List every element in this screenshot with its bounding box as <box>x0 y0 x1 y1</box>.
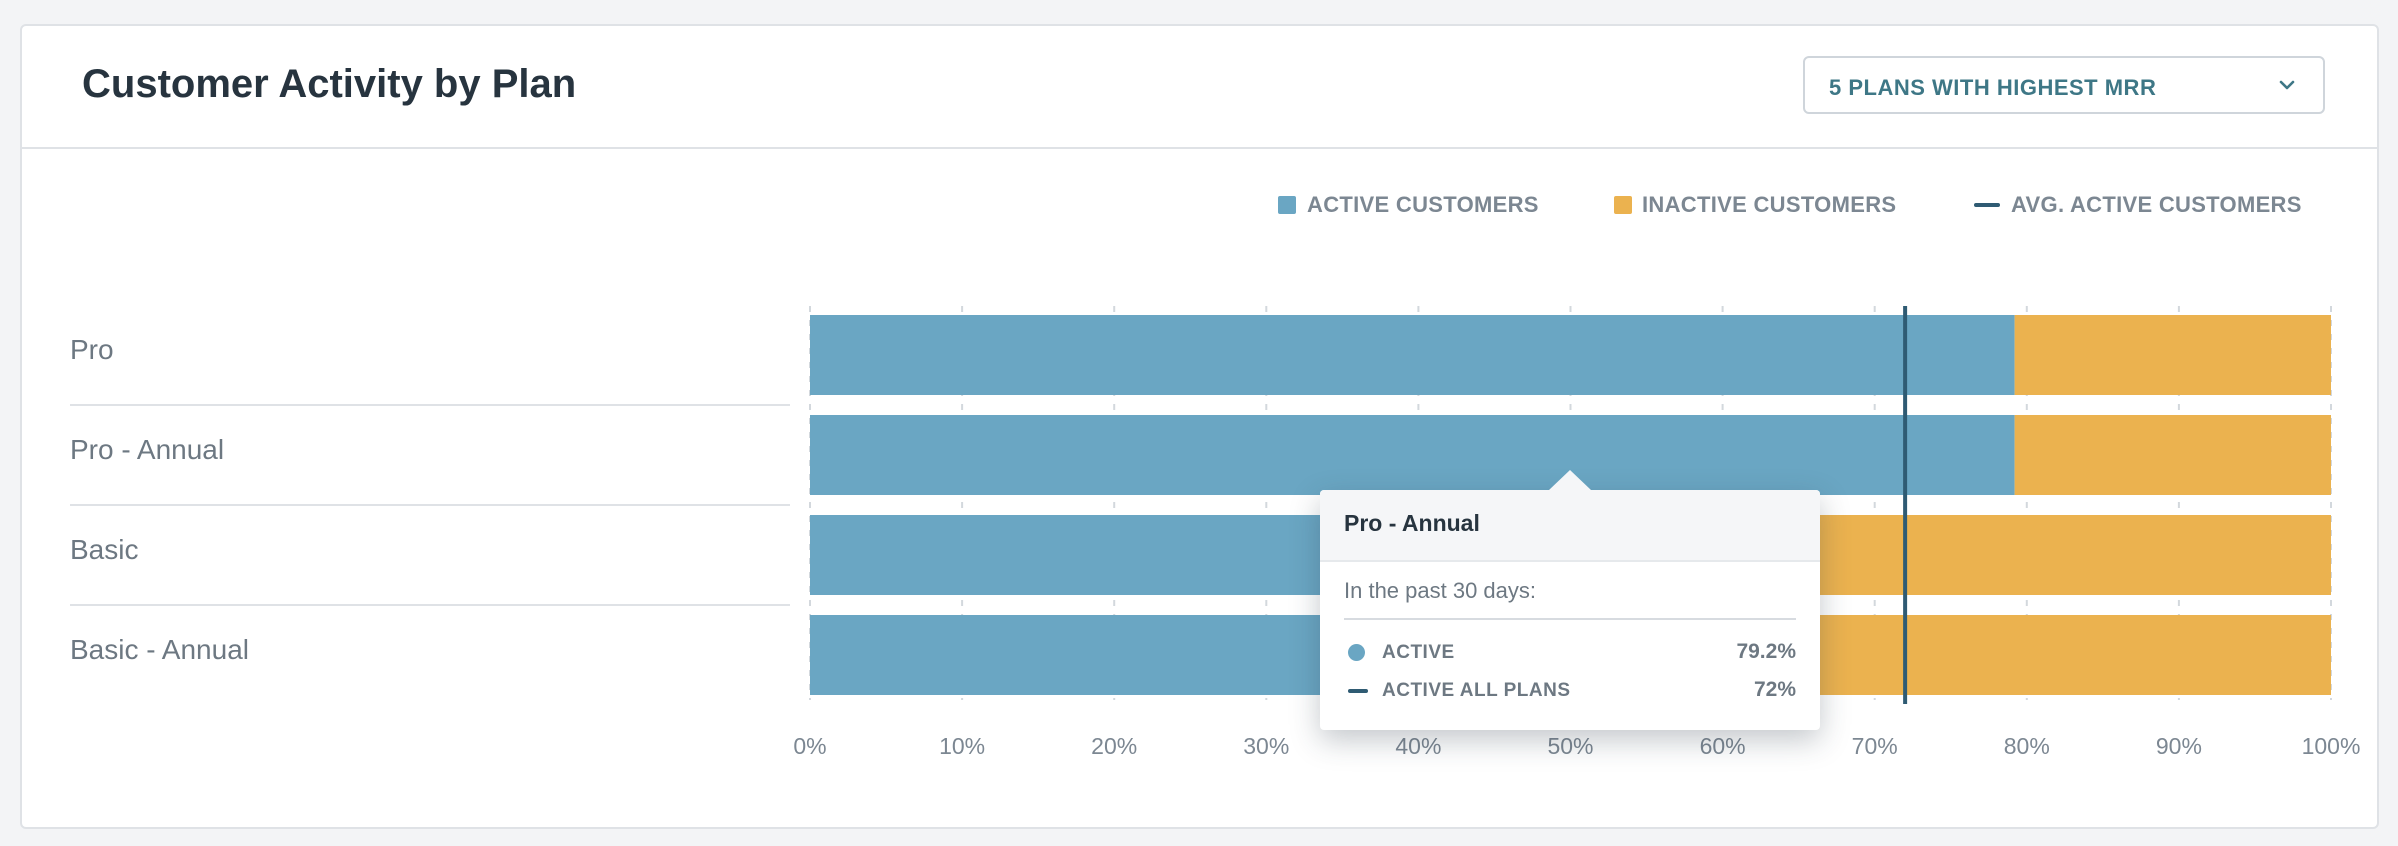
category-divider <box>70 404 790 406</box>
tooltip-subtitle: In the past 30 days: <box>1344 578 1537 603</box>
tooltip-dot-active <box>1348 644 1365 661</box>
legend-label-inactive: INACTIVE CUSTOMERS <box>1642 192 1897 217</box>
chart-title: Customer Activity by Plan <box>82 62 577 106</box>
category-label-basic-annual: Basic - Annual <box>70 634 249 665</box>
x-tick-label: 30% <box>1243 733 1289 759</box>
bar-active <box>810 415 2015 495</box>
tooltip-label-active: ACTIVE <box>1382 642 1455 663</box>
tooltip-label-active-all: ACTIVE ALL PLANS <box>1382 680 1571 701</box>
chart-tooltip: Pro - Annual In the past 30 days: ACTIVE… <box>1320 470 1820 730</box>
category-label-pro-annual: Pro - Annual <box>70 434 225 465</box>
bar-inactive <box>2014 315 2331 395</box>
tooltip-value-active: 79.2% <box>1736 640 1796 663</box>
plan-filter-selected: 5 PLANS WITH HIGHEST MRR <box>1829 75 2157 100</box>
x-tick-label: 20% <box>1091 733 1137 759</box>
category-divider <box>70 604 790 606</box>
card-header: Customer Activity by Plan 5 PLANS WITH H… <box>22 26 2377 149</box>
x-tick-label: 50% <box>1547 733 1593 759</box>
bar-active <box>810 615 1419 695</box>
x-tick-label: 40% <box>1395 733 1441 759</box>
legend-label-avg: AVG. ACTIVE CUSTOMERS <box>2011 192 2302 217</box>
x-tick-label: 90% <box>2156 733 2202 759</box>
tooltip-row-active-all: ACTIVE ALL PLANS 72% <box>1344 676 1796 706</box>
legend-swatch-active <box>1278 196 1296 214</box>
legend-label-active: ACTIVE CUSTOMERS <box>1307 192 1539 217</box>
x-tick-label: 60% <box>1700 733 1746 759</box>
chevron-down-icon <box>2279 80 2295 90</box>
x-tick-label: 0% <box>793 733 826 759</box>
category-divider <box>70 504 790 506</box>
bar-active <box>810 315 2015 395</box>
tooltip-title: Pro - Annual <box>1344 510 1480 536</box>
legend-swatch-inactive <box>1614 196 1632 214</box>
tooltip-divider <box>1344 618 1796 620</box>
tooltip-arrow <box>1549 470 1591 490</box>
legend-line-avg <box>1974 203 2000 207</box>
category-label-basic: Basic <box>70 534 139 565</box>
x-tick-label: 80% <box>2004 733 2050 759</box>
bar-inactive <box>2014 415 2331 495</box>
bar-active <box>810 515 1419 595</box>
tooltip-dash-avg <box>1348 689 1368 693</box>
x-tick-label: 70% <box>1852 733 1898 759</box>
category-label-pro: Pro <box>70 334 114 365</box>
tooltip-row-active: ACTIVE 79.2% <box>1344 638 1796 668</box>
x-tick-label: 10% <box>939 733 985 759</box>
tooltip-header: Pro - Annual <box>1320 490 1820 562</box>
plan-filter-dropdown[interactable]: 5 PLANS WITH HIGHEST MRR <box>1803 56 2325 114</box>
x-tick-label: 100% <box>2302 733 2361 759</box>
tooltip-value-active-all: 72% <box>1753 678 1796 701</box>
